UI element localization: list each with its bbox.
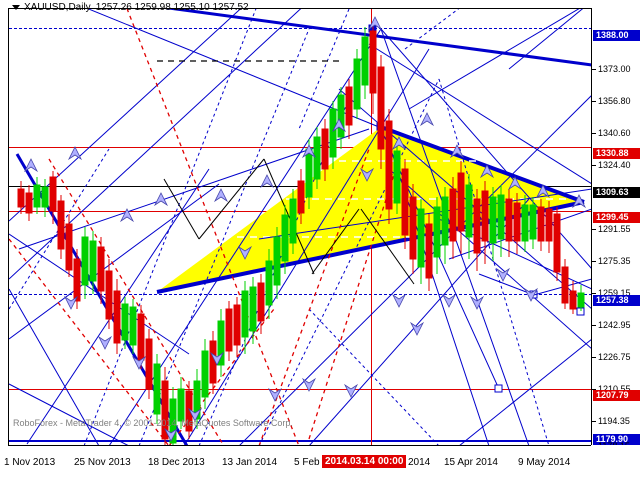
ohlc-values: 1257.26 1259.98 1255.10 1257.52 <box>95 2 249 13</box>
projection-to-1207-level <box>380 128 500 390</box>
time-label-4: 5 Feb 2014 <box>294 457 345 468</box>
price-axis[interactable]: 1388.00 1373.00 1356.80 1340.60 1330.88 … <box>591 8 640 451</box>
symbol-period-label: XAUUSD,Daily <box>24 2 91 13</box>
time-label-7: 9 May 2014 <box>518 457 571 468</box>
level-line-1388 <box>9 28 592 29</box>
chart-header: XAUUSD,Daily 1257.26 1259.98 1255.10 1257… <box>12 2 249 14</box>
price-plot-area[interactable]: RoboForex - MetaTrader 4, © 2001-2014, M… <box>8 8 592 447</box>
time-label-5: Mar 2014 <box>388 457 431 468</box>
price-label-1388: 1388.00 <box>593 30 640 41</box>
price-label-1207: 1207.79 <box>593 390 640 401</box>
level-line-1330 <box>9 147 592 148</box>
time-axis[interactable]: 1 Nov 2013 25 Nov 2013 18 Dec 2013 13 Ja… <box>0 445 640 480</box>
level-line-1257 <box>9 294 592 295</box>
level-line-1207 <box>9 389 592 390</box>
price-label-1309: 1309.63 <box>593 187 640 198</box>
time-label-3: 13 Jan 2014 <box>222 457 278 468</box>
chart-graphics <box>9 9 592 446</box>
crosshair-time-badge: 2014.03.14 00:00 <box>322 455 407 468</box>
time-label-6: 15 Apr 2014 <box>444 457 498 468</box>
fractal-marker-group <box>23 16 587 442</box>
chevron-down-icon[interactable] <box>12 4 20 10</box>
price-label-1179: 1179.90 <box>593 434 640 445</box>
blue-dotted-projection-group <box>9 9 550 446</box>
price-label-1257: 1257.38 <box>593 295 640 306</box>
inner-black-structure-lines <box>163 158 415 285</box>
time-label-2: 18 Dec 2013 <box>148 457 205 468</box>
triangle-pattern-fill <box>157 127 584 292</box>
time-label-1: 25 Nov 2013 <box>74 457 131 468</box>
time-label-0: 1 Nov 2013 <box>4 457 56 468</box>
projection-anchor-1207[interactable] <box>494 384 503 393</box>
level-line-1179 <box>9 440 592 442</box>
time-axis-line <box>8 445 591 446</box>
triangle-upper-trendline <box>380 125 585 204</box>
price-label-1330: 1330.88 <box>593 148 640 159</box>
broker-watermark: RoboForex - MetaTrader 4, © 2001-2014, M… <box>13 418 293 428</box>
price-label-1299: 1299.45 <box>593 212 640 223</box>
candlestick-series <box>17 23 585 446</box>
